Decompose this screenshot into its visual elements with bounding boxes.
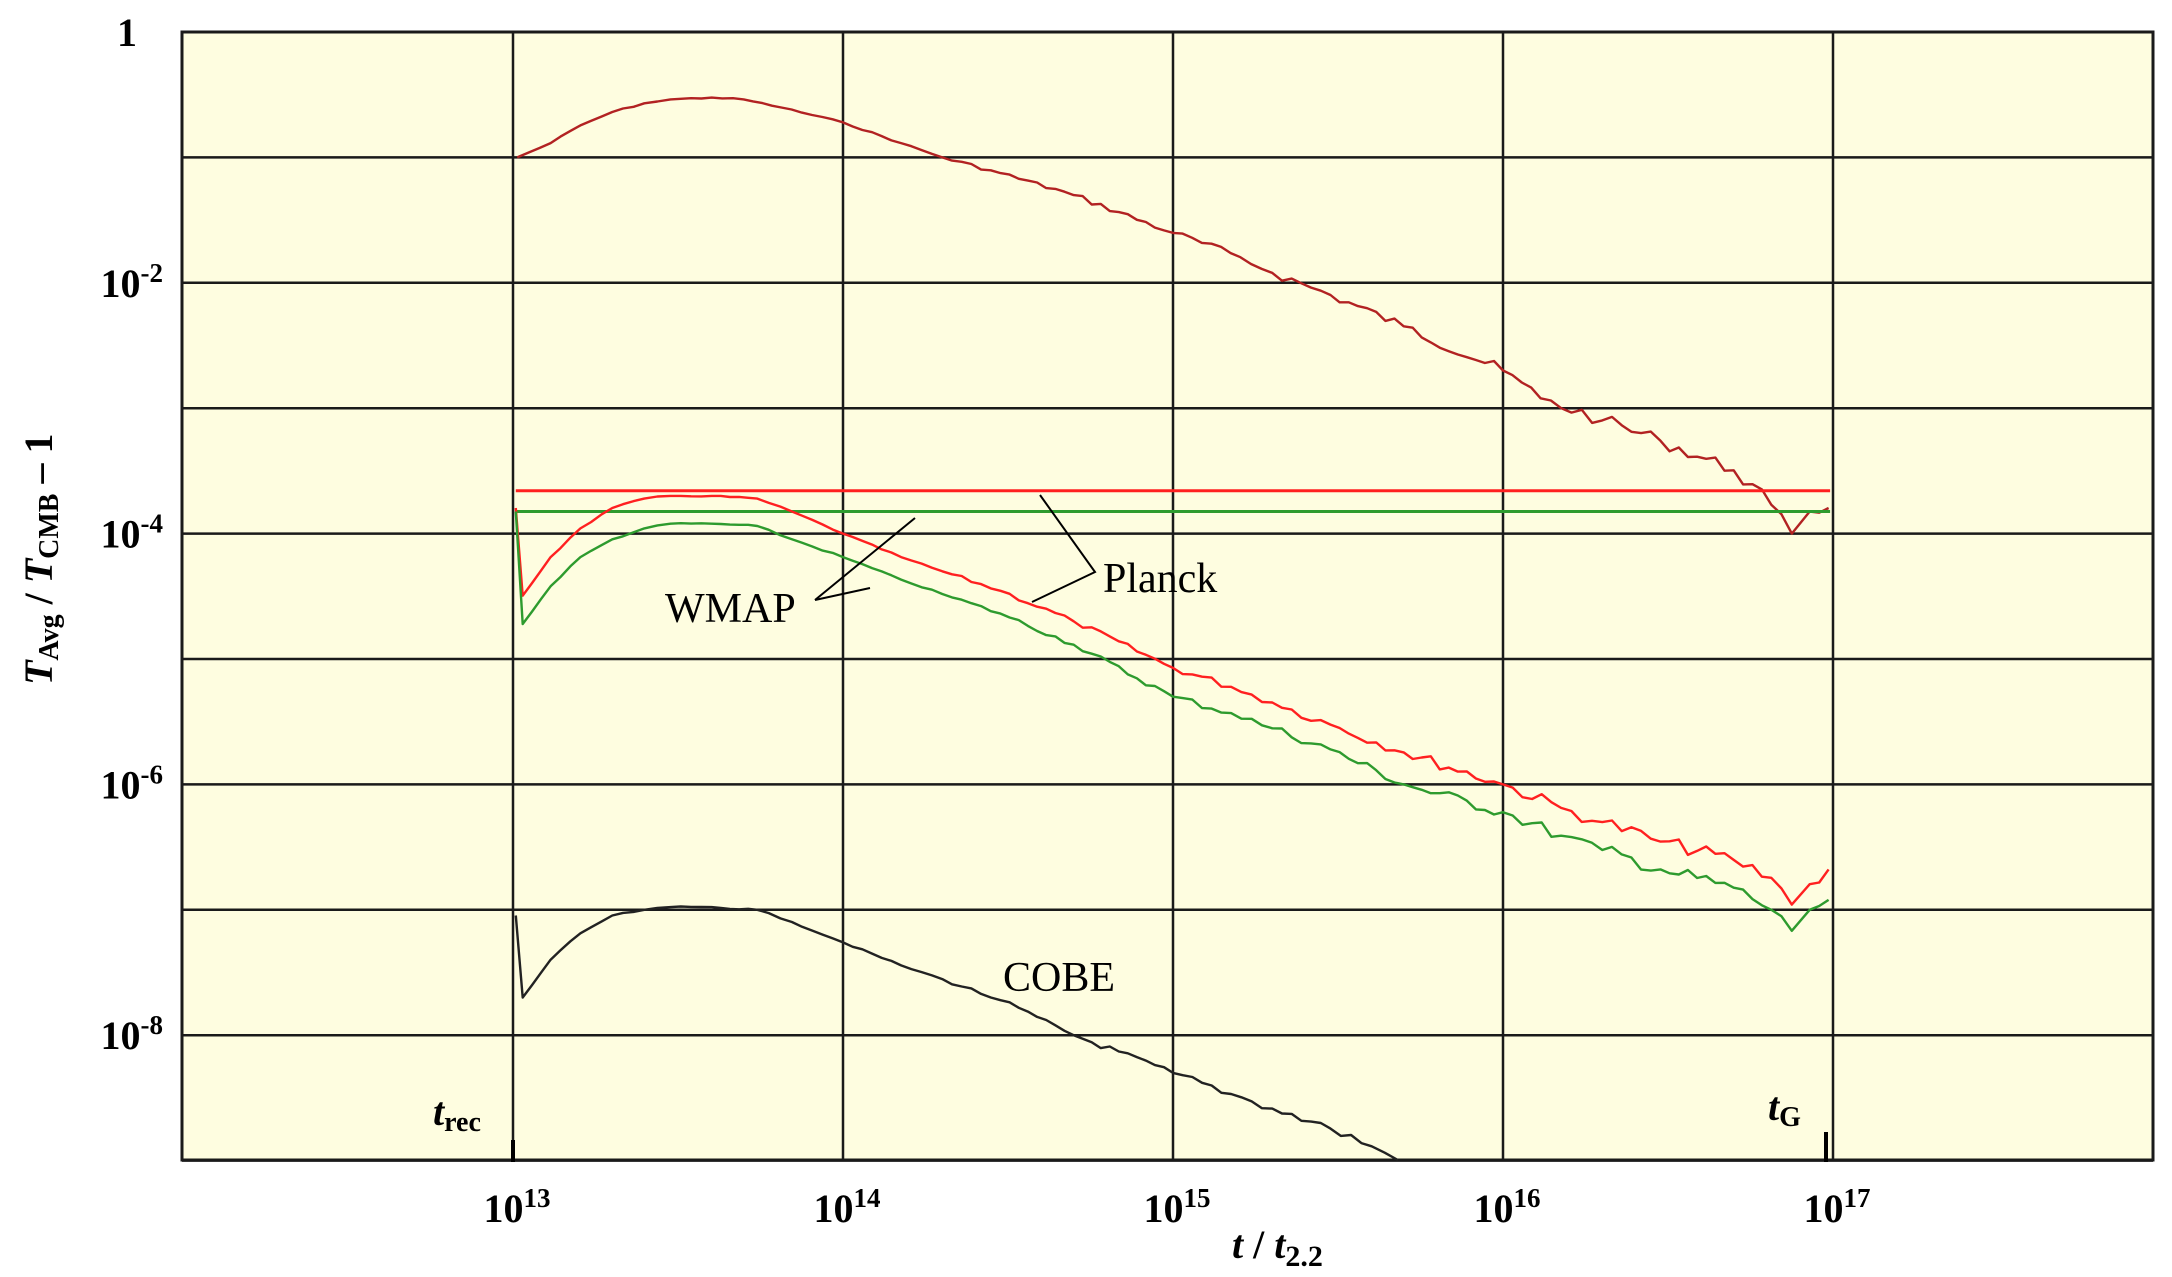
wmap-leader-lines [814,517,916,601]
x-tick-label: 1017 [1804,1183,1871,1231]
x-tick-label: 1016 [1474,1183,1541,1231]
planck-label: Planck [1103,556,1217,602]
x-tick-label: 1015 [1144,1183,1211,1231]
trec-label: trec [433,1089,481,1138]
y-tick-label: 10-2 [101,258,164,306]
y-tick-label: 10-8 [101,1010,164,1058]
series-line [516,96,1830,535]
planck-leader-lines [1031,494,1097,603]
x-tick-label: 1013 [484,1183,551,1231]
x-axis-title: t / t2.2 [1232,1222,1323,1273]
plot-frame [180,30,2155,1162]
cobe-label: COBE [1003,955,1115,1001]
series-line [514,905,1399,1162]
series-line [514,511,1830,932]
plot-area [182,32,2153,1160]
x-tick-label: 1014 [814,1183,881,1231]
series-layer [514,96,1831,1162]
tg-label: tG [1768,1084,1801,1133]
wmap-label: WMAP [665,586,796,632]
y-tick-label: 10-4 [101,509,164,557]
tick-labels: 1013 1014 1015 1016 1017 1 10-2 10-4 10-6 10-8 [101,10,1871,1231]
y-axis-title: TAvg / TCMB – 1 [16,434,65,685]
y-tick-label: 10-6 [101,759,164,807]
series-line [514,494,1830,906]
y-tick-label: 1 [117,10,137,55]
